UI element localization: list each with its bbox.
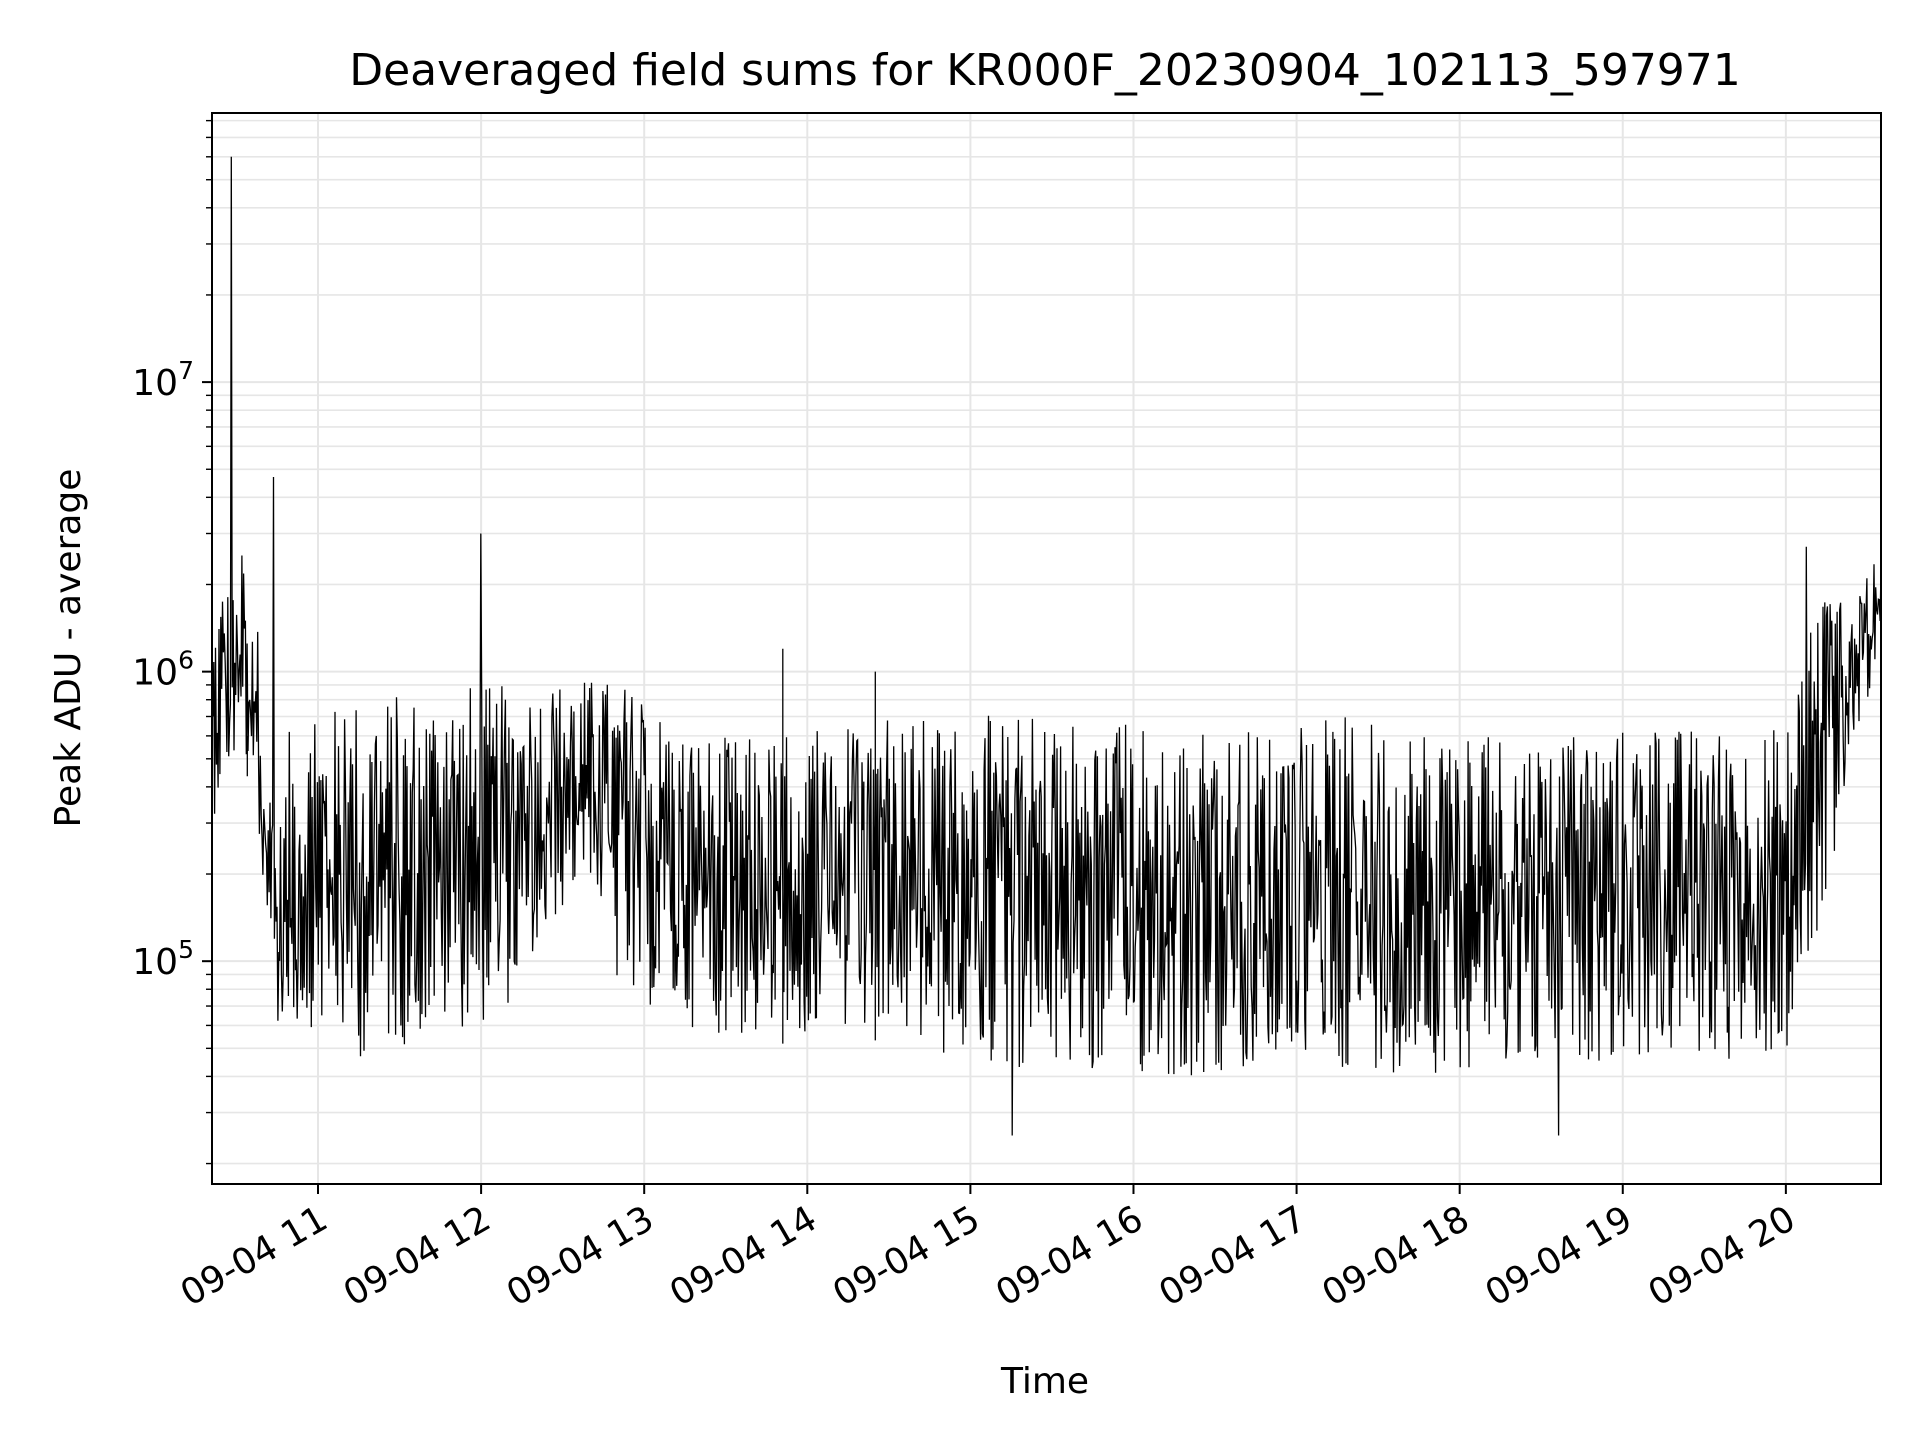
y-axis-label: Peak ADU - average <box>48 469 89 828</box>
x-axis-label: Time <box>1000 1361 1089 1402</box>
y-tick-label: 107 <box>132 356 194 404</box>
y-tick-label: 106 <box>132 646 194 694</box>
plot-frame <box>211 112 1882 1185</box>
series-line <box>211 156 1882 1136</box>
data-series <box>211 156 1882 1136</box>
y-axis: 105 106 107 <box>132 119 212 1165</box>
chart-title: Deaveraged field sums for KR000F_2023090… <box>349 45 1741 96</box>
y-tick-label: 105 <box>132 935 194 983</box>
